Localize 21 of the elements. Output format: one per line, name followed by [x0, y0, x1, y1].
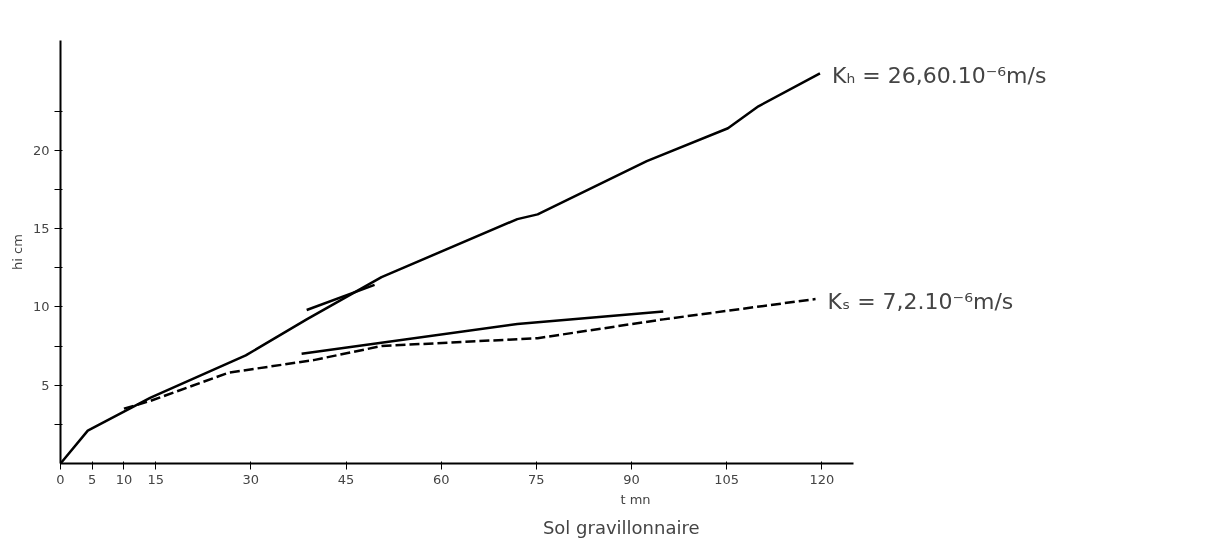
y-tick-label: 10 [32, 299, 50, 315]
annotation: Kₕ = 26,60.10⁻⁶m/s [831, 62, 1047, 88]
y-tick-label: 20 [32, 142, 50, 158]
x-tick-label: 75 [528, 471, 545, 487]
x-tick-label: 15 [147, 471, 164, 487]
y-tick-label: 15 [32, 221, 50, 236]
x-axis-title: t mn [620, 491, 651, 507]
x-tick-label: 10 [115, 471, 133, 487]
y-axis-title: hi cm [9, 234, 25, 270]
x-tick-label: 45 [337, 471, 355, 487]
y-tick-label: 5 [41, 377, 50, 393]
x-tick-label: 105 [714, 471, 740, 487]
x-tick-label: 0 [56, 471, 65, 487]
x-tick-label: 30 [242, 471, 260, 487]
annotation: Kₛ = 7,2.10⁻⁶m/s [827, 288, 1014, 314]
x-tick-label: 60 [432, 471, 450, 487]
line-series [122, 297, 817, 410]
x-tick-label: 90 [623, 471, 640, 487]
x-tick-label: 120 [809, 471, 835, 487]
x-tick-label: 5 [88, 471, 97, 487]
text: Sol gravillonnaire [542, 516, 700, 538]
